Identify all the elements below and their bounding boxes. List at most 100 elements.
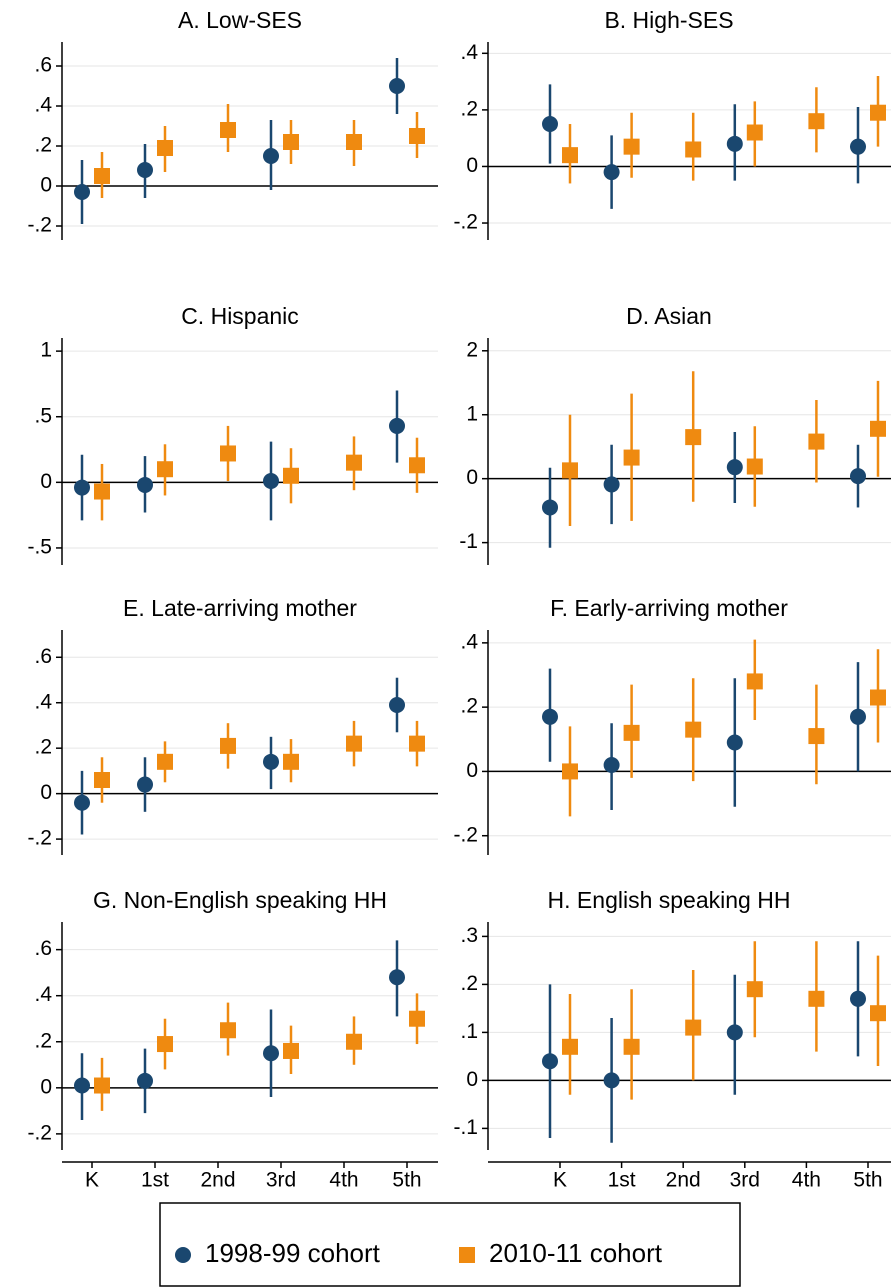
y-tick-label: .4 xyxy=(460,630,478,653)
marker xyxy=(74,794,90,811)
y-tick-label: 0 xyxy=(466,1068,478,1091)
marker xyxy=(746,981,763,998)
marker xyxy=(870,104,886,121)
marker xyxy=(409,128,425,144)
panel-title: G. Non-English speaking HH xyxy=(93,887,387,913)
marker xyxy=(175,1247,191,1263)
marker xyxy=(726,135,743,152)
x-tick-label: K xyxy=(85,1169,99,1192)
marker xyxy=(137,162,153,178)
marker xyxy=(263,753,279,770)
marker xyxy=(850,468,866,485)
marker xyxy=(389,417,405,434)
marker xyxy=(603,476,620,493)
marker xyxy=(623,138,640,155)
y-tick-label: .4 xyxy=(460,41,478,64)
marker xyxy=(346,454,362,471)
y-tick-label: .3 xyxy=(460,924,478,947)
marker xyxy=(283,134,299,150)
panel-title: F. Early-arriving mother xyxy=(550,595,788,621)
x-tick-label: 5th xyxy=(853,1169,882,1192)
x-tick-label: 1st xyxy=(608,1169,636,1192)
panel-title: C. Hispanic xyxy=(181,303,299,329)
panel-title: D. Asian xyxy=(626,303,712,329)
marker xyxy=(685,429,702,446)
x-tick-label: 2nd xyxy=(200,1169,235,1192)
y-tick-label: .4 xyxy=(34,94,52,117)
marker xyxy=(263,473,279,490)
y-tick-label: -.2 xyxy=(27,1121,52,1144)
marker xyxy=(283,753,299,770)
y-tick-label: 1 xyxy=(466,402,478,425)
marker xyxy=(562,462,578,479)
marker xyxy=(603,1072,620,1089)
y-tick-label: 0 xyxy=(40,470,52,493)
marker xyxy=(808,990,825,1007)
x-tick-label: 3rd xyxy=(266,1169,296,1192)
marker xyxy=(389,969,405,986)
marker xyxy=(562,147,578,164)
marker xyxy=(542,708,558,725)
marker xyxy=(870,689,886,706)
panel-title: A. Low-SES xyxy=(178,7,302,33)
y-tick-label: 0 xyxy=(466,466,478,489)
marker xyxy=(94,483,110,500)
marker xyxy=(220,1022,236,1039)
marker xyxy=(726,734,743,751)
y-tick-label: .2 xyxy=(460,972,478,995)
marker xyxy=(603,164,620,181)
y-tick-label: 0 xyxy=(466,154,478,177)
y-tick-label: -.5 xyxy=(27,535,52,558)
marker xyxy=(346,1033,362,1050)
marker xyxy=(94,168,110,184)
marker xyxy=(870,420,886,437)
marker xyxy=(283,467,299,484)
legend-label: 1998-99 cohort xyxy=(205,1238,381,1268)
marker xyxy=(74,184,90,200)
y-tick-label: 1 xyxy=(40,339,52,362)
marker xyxy=(459,1247,475,1263)
x-tick-label: 4th xyxy=(329,1169,358,1192)
marker xyxy=(157,1036,173,1053)
panel-title: E. Late-arriving mother xyxy=(123,595,357,621)
marker xyxy=(623,724,640,741)
y-tick-label: 2 xyxy=(466,338,478,361)
marker xyxy=(850,990,866,1007)
marker xyxy=(94,772,110,788)
marker xyxy=(389,697,405,713)
y-tick-label: .6 xyxy=(34,937,52,960)
y-tick-label: .2 xyxy=(34,134,52,157)
y-tick-label: .1 xyxy=(460,1020,478,1043)
marker xyxy=(74,479,90,496)
y-tick-label: 0 xyxy=(40,1075,52,1098)
marker xyxy=(685,141,702,158)
y-tick-label: .5 xyxy=(34,404,52,427)
marker xyxy=(263,1045,279,1062)
marker xyxy=(623,1038,640,1055)
marker xyxy=(562,763,578,780)
y-tick-label: .2 xyxy=(460,695,478,718)
y-tick-label: .6 xyxy=(34,54,52,77)
y-tick-label: 0 xyxy=(466,759,478,782)
panel-title: B. High-SES xyxy=(604,7,733,33)
marker xyxy=(808,433,825,450)
marker xyxy=(542,499,558,516)
marker xyxy=(157,461,173,478)
marker xyxy=(409,457,425,474)
marker xyxy=(808,728,825,745)
marker xyxy=(685,721,702,738)
legend-box xyxy=(159,1202,741,1287)
x-tick-label: 3rd xyxy=(730,1169,760,1192)
marker xyxy=(746,458,763,475)
marker xyxy=(346,735,362,752)
marker xyxy=(137,1072,153,1089)
marker xyxy=(603,757,620,773)
marker xyxy=(726,1024,743,1041)
y-tick-label: .4 xyxy=(34,690,52,713)
y-tick-label: .2 xyxy=(34,736,52,759)
x-tick-label: 1st xyxy=(141,1169,169,1192)
panel-title: H. English speaking HH xyxy=(548,887,791,913)
y-tick-label: .6 xyxy=(34,645,52,668)
marker xyxy=(283,1042,299,1059)
